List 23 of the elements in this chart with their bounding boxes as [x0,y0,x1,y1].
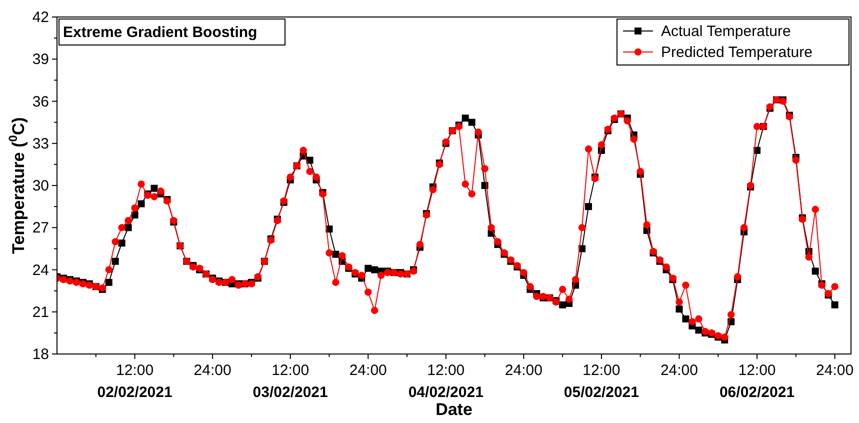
x-tick-label: 24:00 [660,362,698,379]
x-tick-label: 12:00 06/02/2021 [719,362,795,401]
text: Extreme Gradient Boosting [63,24,258,41]
legend-label: Actual Temperature [661,23,791,40]
y-tick-label: 21 [32,304,49,321]
x-tick-label: 24:00 [816,362,854,379]
legend-label: Predicted Temperature [661,44,812,61]
x-tick-label: 24:00 [504,362,542,379]
y-tick-label: 36 [32,93,49,110]
x-tick-label: 12:00 02/02/2021 [97,362,172,401]
y-tick-label: 33 [32,135,49,152]
x-tick-label: 12:00 04/02/2021 [408,362,484,401]
x-tick-label: 12:00 05/02/2021 [564,362,639,401]
y-tick-label: 27 [32,220,49,237]
y-tick-label: 42 [32,9,49,26]
y-tick-label: 30 [32,178,49,194]
y-tick-label: 39 [32,51,49,68]
x-tick-label: 24:00 [194,362,232,379]
x-axis-title: Date [436,400,472,419]
y-tick-label: 24 [32,262,49,279]
x-tick-label: 12:00 03/02/2021 [252,362,328,401]
y-tick-label: 18 [32,346,49,363]
x-tick-label: 24:00 [349,362,387,379]
